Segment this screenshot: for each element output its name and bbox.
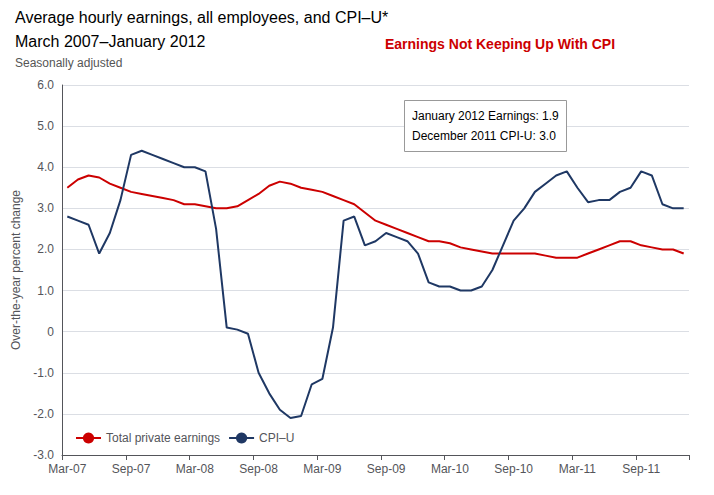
svg-text:Mar-10: Mar-10 — [431, 462, 469, 476]
svg-text:Mar-08: Mar-08 — [176, 462, 214, 476]
svg-text:Mar-07: Mar-07 — [48, 462, 86, 476]
svg-text:4.0: 4.0 — [37, 160, 54, 174]
svg-text:CPI–U: CPI–U — [259, 431, 294, 445]
svg-text:December 2011 CPI-U: 3.0: December 2011 CPI-U: 3.0 — [412, 129, 556, 143]
svg-text:Seasonally adjusted: Seasonally adjusted — [15, 56, 122, 70]
svg-text:January 2012 Earnings: 1.9: January 2012 Earnings: 1.9 — [412, 109, 559, 123]
svg-text:Average hourly earnings, all e: Average hourly earnings, all employees, … — [15, 9, 388, 26]
svg-text:-1.0: -1.0 — [33, 366, 54, 380]
svg-text:Sep-07: Sep-07 — [112, 462, 151, 476]
svg-text:1.0: 1.0 — [37, 284, 54, 298]
svg-text:Mar-11: Mar-11 — [559, 462, 596, 476]
svg-text:Mar-09: Mar-09 — [303, 462, 341, 476]
svg-text:Sep-09: Sep-09 — [367, 462, 406, 476]
svg-text:5.0: 5.0 — [37, 119, 54, 133]
svg-text:Sep-10: Sep-10 — [494, 462, 533, 476]
svg-text:Over-the-year percent change: Over-the-year percent change — [9, 190, 23, 350]
svg-text:0: 0 — [47, 325, 54, 339]
svg-text:2.0: 2.0 — [37, 242, 54, 256]
svg-text:-3.0: -3.0 — [33, 448, 54, 462]
svg-text:3.0: 3.0 — [37, 201, 54, 215]
svg-text:Sep-08: Sep-08 — [239, 462, 278, 476]
svg-text:March 2007–January 2012: March 2007–January 2012 — [15, 33, 205, 50]
svg-text:-2.0: -2.0 — [33, 407, 54, 421]
svg-text:6.0: 6.0 — [37, 78, 54, 92]
svg-text:Total private earnings: Total private earnings — [106, 431, 220, 445]
svg-text:Sep-11: Sep-11 — [622, 462, 660, 476]
svg-text:Earnings Not Keeping Up With C: Earnings Not Keeping Up With CPI — [385, 36, 615, 52]
